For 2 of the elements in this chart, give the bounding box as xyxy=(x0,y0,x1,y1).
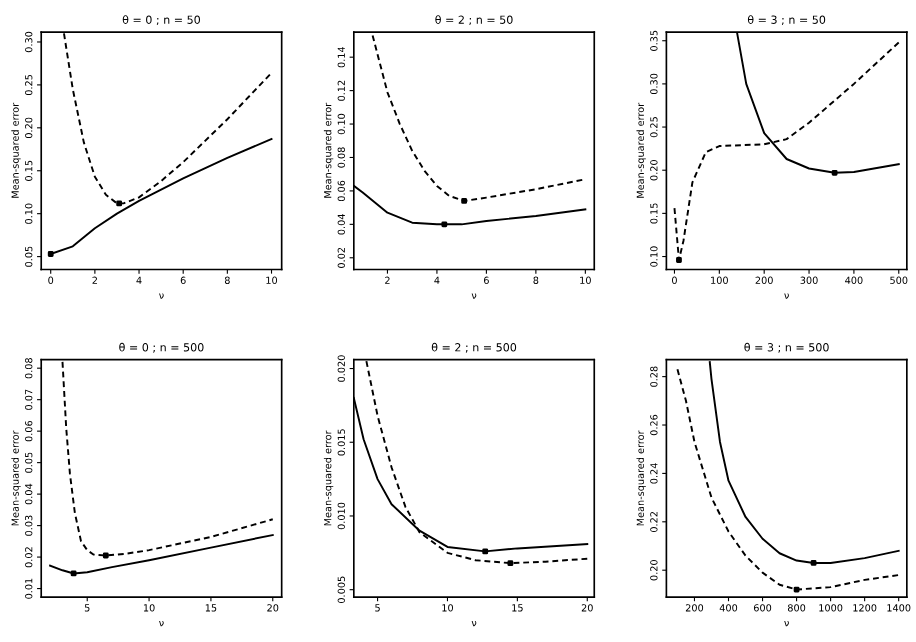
line-series xyxy=(49,534,274,575)
line-series xyxy=(676,368,900,591)
